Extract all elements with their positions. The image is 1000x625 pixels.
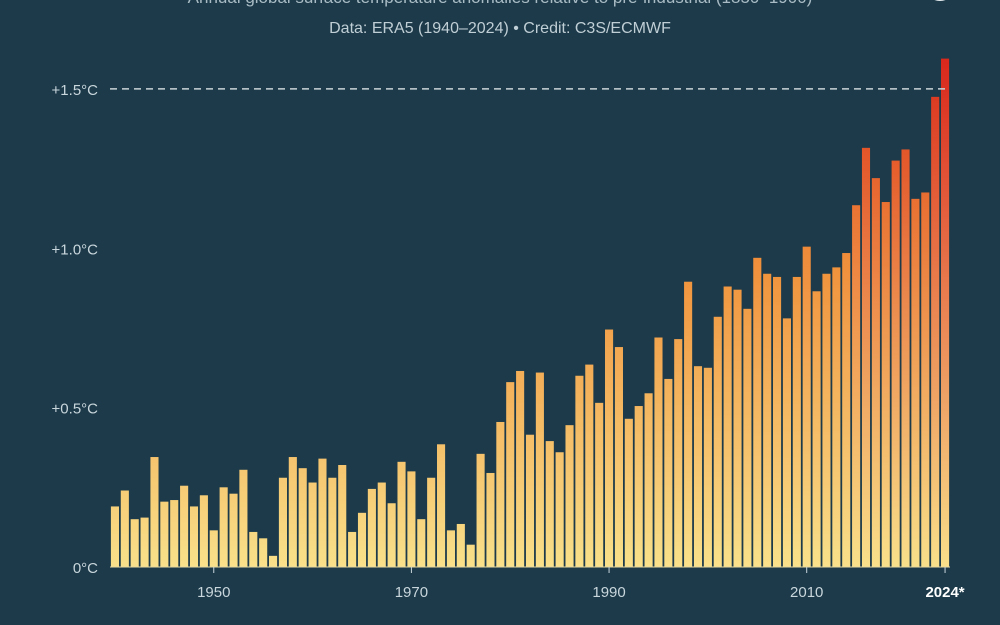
bar-1984 (545, 441, 554, 567)
bar-1956 (269, 555, 278, 567)
bar-1958 (288, 457, 297, 567)
bar-1944 (150, 457, 159, 567)
bar-1979 (496, 421, 505, 567)
bar-2013 (832, 267, 841, 567)
bar-1997 (674, 339, 683, 567)
bar-1989 (595, 402, 604, 567)
bar-1972 (427, 477, 436, 567)
x-tick-label: 2010 (790, 584, 823, 601)
bar-2022 (921, 192, 930, 567)
bar-1970 (407, 471, 416, 567)
bar-2003 (733, 289, 742, 567)
bar-2015 (852, 205, 861, 567)
bar-1985 (555, 452, 564, 567)
bar-1974 (446, 530, 455, 567)
bar-1969 (397, 461, 406, 567)
bar-1952 (229, 493, 238, 567)
bar-1966 (367, 488, 376, 567)
y-tick-label: +0.5°C (52, 401, 99, 418)
bar-1996 (664, 378, 673, 567)
bar-2000 (703, 367, 712, 567)
bar-2023 (931, 96, 940, 567)
bar-1950 (209, 530, 218, 567)
bar-1947 (180, 485, 189, 567)
bar-2009 (792, 276, 801, 567)
bar-2001 (713, 316, 722, 567)
bar-2005 (753, 257, 762, 567)
bar-1949 (199, 495, 208, 567)
bar-1945 (160, 501, 169, 567)
bar-1942 (130, 519, 139, 567)
bar-1951 (219, 487, 228, 567)
bar-1993 (634, 406, 643, 567)
bar-1981 (516, 370, 525, 567)
bar-1995 (654, 337, 663, 567)
bar-1987 (575, 375, 584, 567)
chart-subtitle: Data: ERA5 (1940–2024) • Credit: C3S/ECM… (329, 20, 671, 37)
bar-1977 (476, 453, 485, 567)
bar-1963 (338, 465, 347, 567)
bar-1980 (506, 382, 515, 567)
bar-1953 (239, 469, 248, 567)
x-tick-label: 1990 (592, 584, 625, 601)
bar-1941 (120, 490, 129, 567)
bar-2012 (822, 273, 831, 567)
bar-1988 (585, 364, 594, 567)
y-tick-label: 0°C (73, 560, 98, 577)
bar-1965 (357, 512, 367, 567)
y-tick-label: +1.5°C (52, 82, 99, 99)
bar-1990 (605, 329, 614, 567)
bar-1968 (387, 503, 396, 567)
bar-1967 (377, 482, 386, 567)
bar-2006 (763, 273, 772, 567)
bar-1959 (298, 468, 307, 567)
bar-1955 (259, 538, 268, 567)
bar-2007 (773, 276, 782, 567)
bar-2004 (743, 308, 752, 567)
bar-1983 (535, 372, 544, 567)
bar-2011 (812, 291, 821, 567)
bar-1961 (318, 458, 327, 567)
x-tick-label: 2024* (925, 584, 964, 601)
x-tick-label: 1950 (197, 584, 230, 601)
bar-1946 (170, 500, 179, 567)
bar-2024 (941, 58, 950, 567)
bar-1962 (328, 477, 337, 567)
bar-1992 (624, 418, 633, 567)
bar-2016 (861, 147, 871, 567)
bar-1999 (693, 366, 703, 567)
bar-1940 (110, 506, 119, 567)
bar-1948 (189, 506, 199, 567)
bar-2020 (901, 149, 910, 567)
bar-1964 (348, 531, 357, 567)
bar-1986 (565, 425, 574, 567)
bar-2019 (891, 160, 900, 567)
bar-1978 (486, 472, 495, 567)
bar-1976 (466, 544, 475, 567)
bar-1954 (249, 531, 258, 567)
bar-1957 (278, 477, 287, 567)
bar-2008 (782, 318, 791, 567)
x-tick-label: 1970 (395, 584, 428, 601)
bar-2010 (802, 246, 811, 567)
bar-1998 (684, 281, 693, 567)
bar-2014 (842, 253, 851, 567)
bar-1975 (456, 523, 465, 567)
bar-1994 (644, 393, 653, 567)
y-tick-label: +1.0°C (52, 241, 99, 258)
bar-1973 (437, 444, 446, 567)
bar-1971 (417, 519, 426, 567)
chart-title: Annual global surface temperature anomal… (0, 0, 1000, 8)
bar-2018 (881, 202, 890, 567)
bar-1960 (308, 482, 317, 567)
bar-1991 (614, 347, 623, 567)
bar-1982 (525, 434, 535, 567)
bar-2021 (911, 198, 920, 567)
bar-1943 (140, 517, 149, 567)
bar-2017 (871, 178, 880, 567)
bar-2002 (723, 286, 732, 567)
